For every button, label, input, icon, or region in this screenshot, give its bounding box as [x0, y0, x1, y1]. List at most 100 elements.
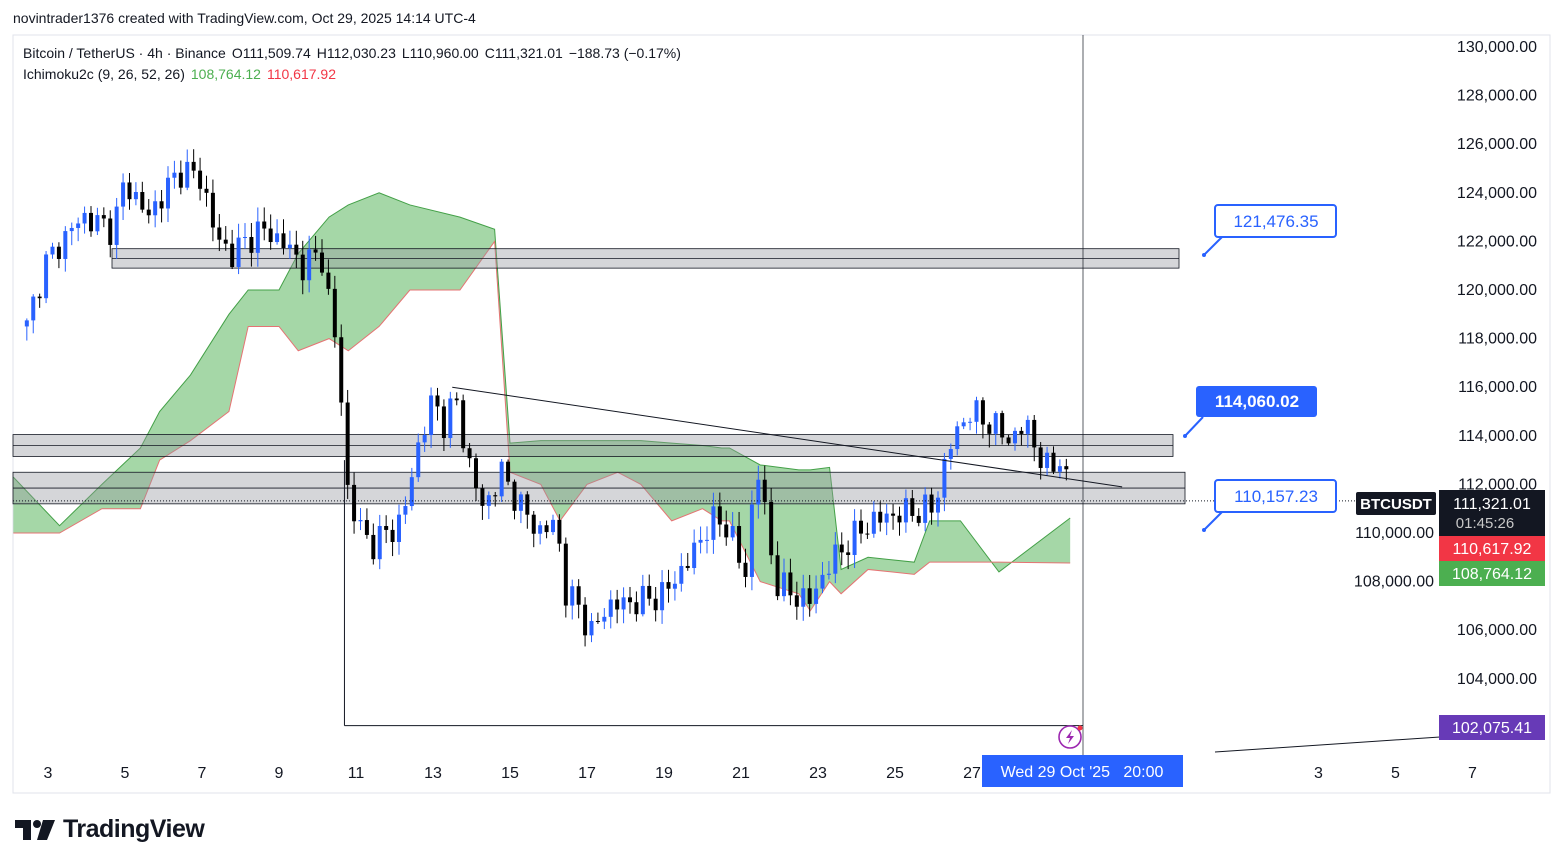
candle-body: [1064, 466, 1069, 470]
callout-1[interactable]: 121,476.35: [1202, 204, 1337, 257]
candle-body: [647, 585, 652, 599]
candle-body: [910, 498, 915, 516]
candle-body: [140, 192, 145, 210]
range-low-label-bg: [1439, 715, 1545, 740]
candle-body: [871, 511, 876, 534]
candle-body: [44, 254, 49, 299]
candle-body: [968, 421, 973, 423]
callout-anchor: [1202, 253, 1206, 257]
candle-body: [371, 534, 376, 560]
candle-body: [704, 539, 709, 541]
callout-2[interactable]: 114,060.02: [1183, 386, 1317, 438]
candle-body: [63, 231, 68, 259]
lightning-icon[interactable]: [1058, 725, 1083, 749]
candle-body: [602, 616, 607, 622]
candle-body: [955, 426, 960, 450]
callout-3[interactable]: 110,157.23: [1202, 479, 1337, 532]
candle-body: [210, 192, 215, 228]
candle-body: [769, 501, 774, 556]
candle-body: [589, 620, 594, 636]
price-tick: 116,000.00: [1458, 379, 1537, 396]
candle-body: [159, 201, 164, 209]
indicator-name[interactable]: Ichimoku2c (9, 26, 52, 26): [23, 66, 185, 82]
candle-body: [473, 458, 478, 489]
candle-body: [178, 172, 183, 188]
candle-body: [935, 497, 940, 513]
candle-body: [287, 244, 292, 249]
tradingview-logo-icon: [15, 819, 55, 840]
candle-body: [653, 598, 658, 611]
candle-body: [88, 212, 93, 232]
trendline: [452, 386, 1123, 488]
candle-body: [595, 620, 600, 622]
price-tick: 112,000.00: [1458, 476, 1537, 493]
span-b-label: 110,617.92: [1453, 541, 1532, 558]
candle-body: [454, 398, 459, 401]
price-tick: 130,000.00: [1457, 39, 1537, 56]
candle-body: [364, 520, 369, 535]
candle-body: [300, 254, 305, 281]
chart-frame: [12, 34, 1551, 794]
candle-body: [550, 519, 555, 533]
candle-body: [153, 201, 158, 216]
candle-body: [749, 504, 754, 577]
price-tick: 122,000.00: [1457, 233, 1537, 250]
candle-body: [416, 442, 421, 478]
candle-body: [262, 221, 267, 229]
time-tick: 7: [198, 765, 207, 782]
span-b-label-bg: [1439, 536, 1545, 561]
tradingview-logo[interactable]: TradingView: [15, 815, 205, 844]
callout-text: 110,157.23: [1234, 487, 1318, 506]
candle-body: [255, 221, 260, 253]
candle-body: [544, 525, 549, 533]
candle-body: [76, 223, 81, 228]
bar-countdown: 01:45:26: [1456, 515, 1514, 532]
callout-anchor: [1183, 434, 1187, 438]
candle-body: [165, 177, 170, 209]
candle-body: [794, 595, 799, 607]
candle-body: [679, 565, 684, 584]
candle-body: [294, 244, 299, 255]
candle-body: [230, 243, 235, 268]
candle-body: [756, 479, 761, 505]
range-extension-line: [1214, 736, 1441, 753]
candle-body: [929, 494, 934, 513]
candle-body: [839, 544, 844, 553]
drawings: [13, 35, 1441, 755]
candle-body: [897, 515, 902, 523]
candle-body: [1032, 419, 1037, 448]
time-axis[interactable]: 3 5 7 9 11 13 15 17 19 21 23 25 27 3 5 7: [44, 765, 1478, 782]
price-axis[interactable]: 130,000.00 128,000.00 126,000.00 124,000.00…: [1354, 39, 1537, 688]
candle-body: [916, 515, 921, 523]
callout-text: 121,476.35: [1233, 212, 1318, 231]
candle-body: [332, 288, 337, 338]
candle-body: [377, 525, 382, 560]
candle-body: [993, 413, 998, 434]
candle-body: [268, 228, 273, 243]
price-tick: 108,000.00: [1354, 574, 1434, 591]
time-tick: 3: [44, 765, 53, 782]
axis-labels: BTCUSDT 111,321.01 01:45:26 110,617.92 1…: [1356, 490, 1545, 740]
span-a-line: [12, 192, 1071, 573]
candle-body: [281, 233, 286, 249]
ohlc-low: L110,960.00: [401, 45, 479, 61]
time-tick: 23: [809, 765, 827, 782]
ohlc-close: C111,321.01: [484, 45, 563, 61]
candle-body: [775, 555, 780, 597]
candle-body: [1038, 447, 1043, 468]
candle-body: [1045, 452, 1050, 468]
candle-body: [56, 246, 61, 259]
candle-body: [242, 237, 247, 239]
candle-body: [672, 583, 677, 589]
candle-body: [531, 514, 536, 534]
candle-body: [390, 529, 395, 542]
candle-body: [583, 604, 588, 636]
brand-name: TradingView: [63, 815, 205, 843]
symbol-name[interactable]: Bitcoin / TetherUS · 4h · Binance: [23, 45, 226, 61]
indicator-value-red: 110,617.92: [266, 66, 336, 82]
candle-body: [980, 400, 985, 425]
candle-body: [942, 458, 947, 498]
candle-body: [204, 188, 209, 193]
attribution-text: novintrader1376 created with TradingView…: [13, 10, 476, 26]
